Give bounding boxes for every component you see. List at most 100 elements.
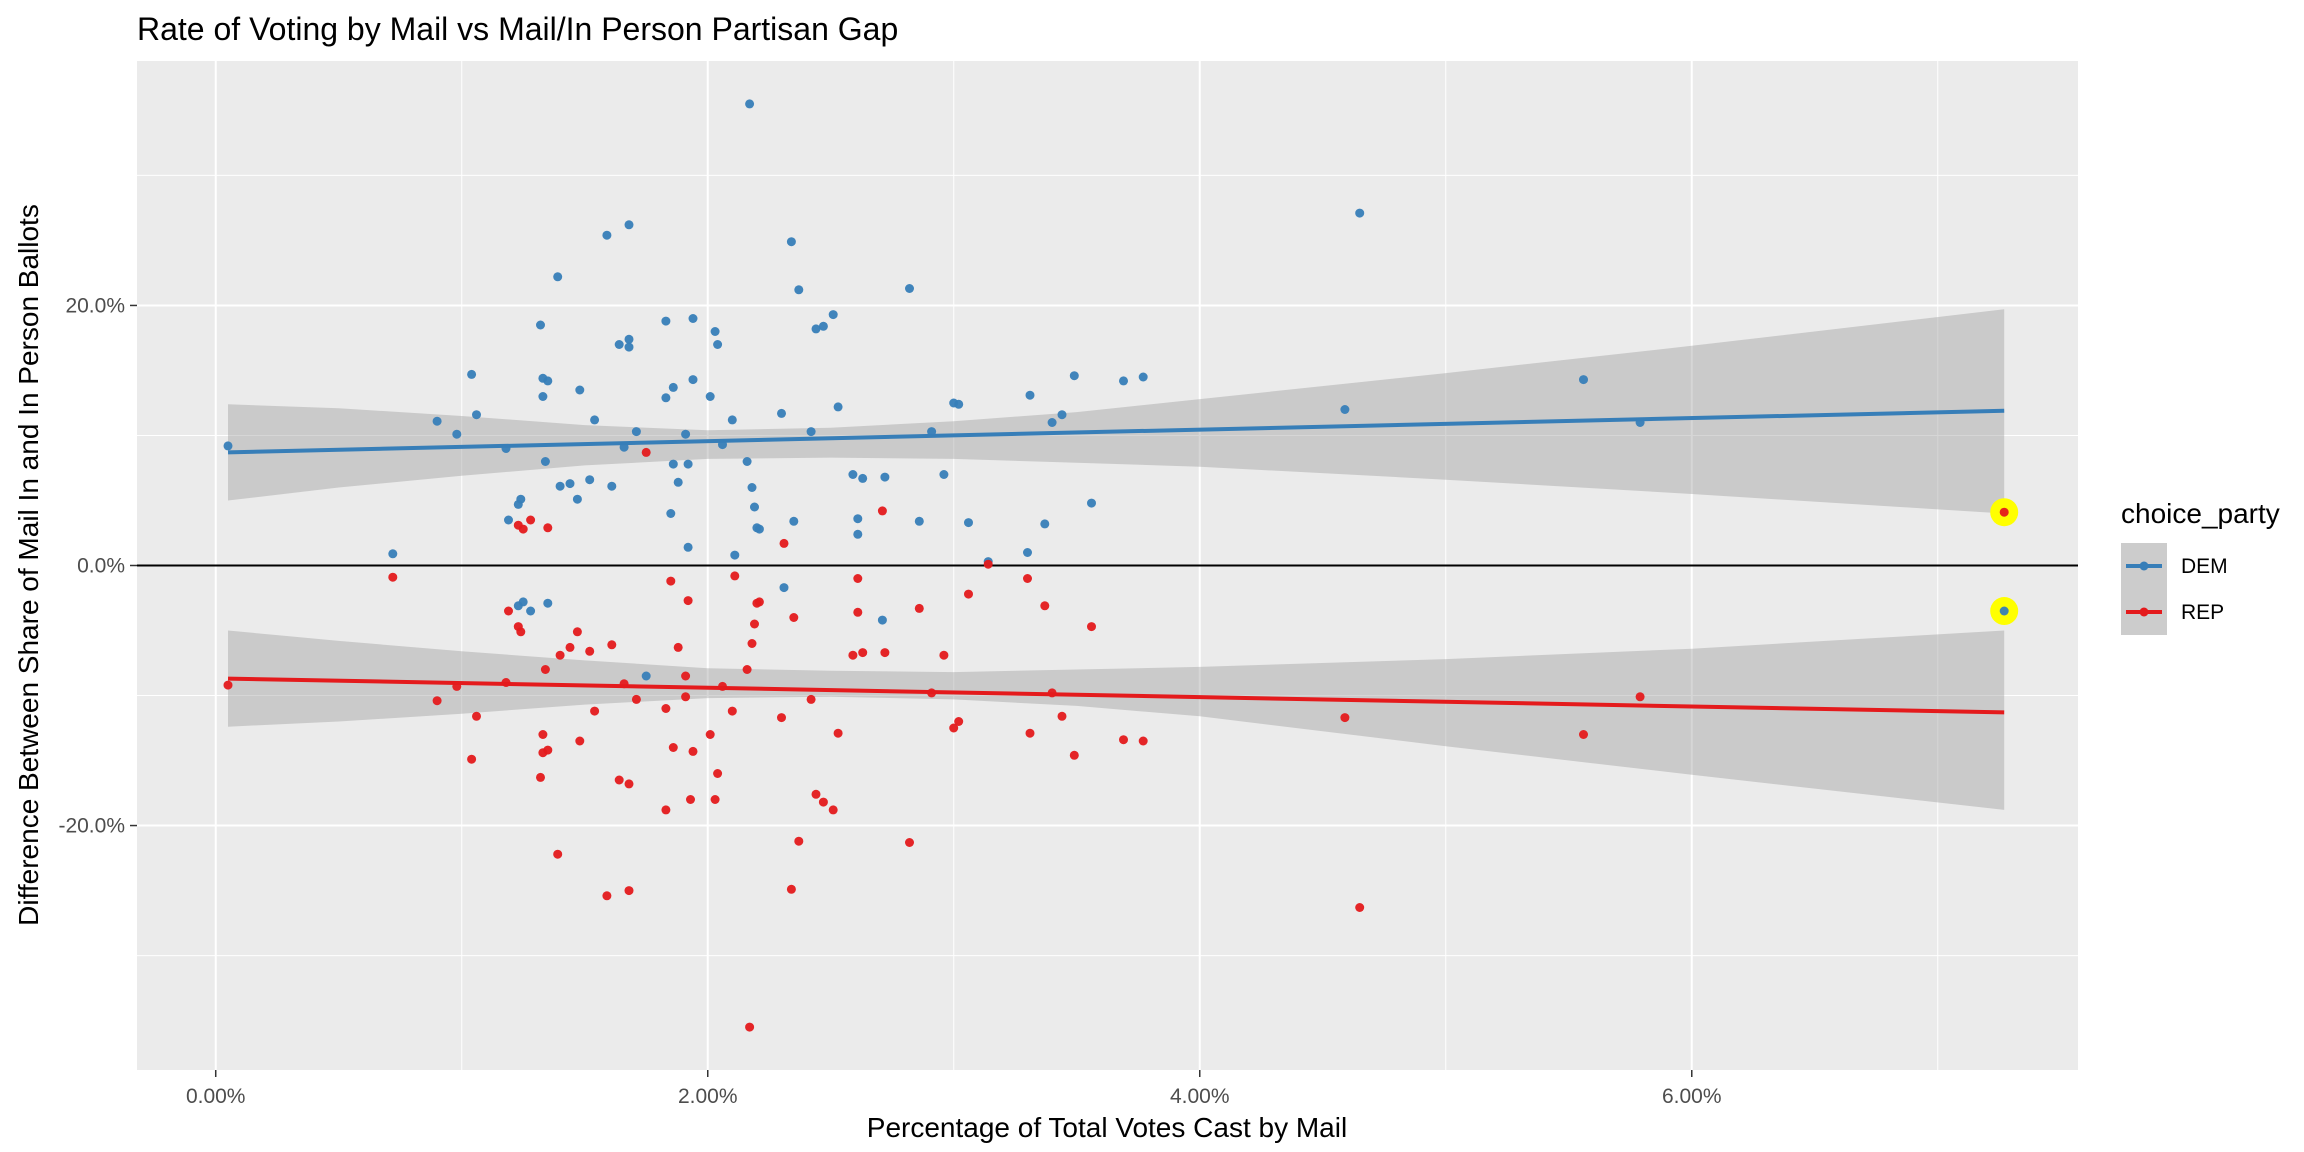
data-point-dem bbox=[673, 477, 683, 487]
data-point-rep bbox=[688, 746, 698, 756]
data-point-rep bbox=[683, 596, 693, 606]
data-point-dem bbox=[750, 502, 759, 512]
data-point-rep bbox=[877, 506, 887, 516]
data-point-rep bbox=[388, 572, 398, 582]
data-point-rep bbox=[745, 1022, 755, 1032]
legend-label-dem: DEM bbox=[2181, 555, 2228, 578]
data-point-rep bbox=[754, 597, 764, 607]
data-point-dem bbox=[954, 399, 964, 409]
data-point-dem bbox=[624, 342, 634, 352]
y-tick-label: 0.0% bbox=[77, 555, 125, 578]
data-point-dem bbox=[786, 237, 796, 247]
confidence-band-dem bbox=[228, 309, 2005, 514]
data-point-rep bbox=[504, 606, 513, 616]
data-point-dem bbox=[683, 542, 693, 552]
data-point-rep bbox=[223, 680, 233, 690]
data-point-dem bbox=[730, 550, 740, 560]
data-point-rep bbox=[786, 884, 796, 894]
data-point-rep bbox=[538, 730, 548, 739]
data-point-dem bbox=[880, 472, 890, 482]
data-point-rep bbox=[1069, 750, 1079, 760]
data-point-rep bbox=[905, 838, 914, 847]
data-point-rep bbox=[1999, 507, 2009, 517]
data-point-dem bbox=[565, 479, 575, 489]
data-point-rep bbox=[518, 524, 528, 534]
data-point-dem bbox=[754, 524, 764, 534]
data-point-dem bbox=[452, 429, 462, 439]
data-point-rep bbox=[686, 795, 695, 804]
data-point-rep bbox=[779, 538, 789, 548]
confidence-bands bbox=[228, 309, 2005, 810]
data-point-dem bbox=[818, 321, 828, 331]
data-point-rep bbox=[661, 805, 671, 815]
y-axis-title: Difference Between Share of Mail In and … bbox=[13, 204, 44, 926]
data-point-rep bbox=[949, 723, 959, 733]
data-point-rep bbox=[789, 613, 799, 622]
data-point-dem bbox=[526, 606, 536, 616]
data-point-dem bbox=[777, 408, 786, 418]
data-point-rep bbox=[927, 688, 937, 698]
data-point-dem bbox=[661, 316, 671, 326]
data-point-rep bbox=[858, 648, 868, 658]
data-point-dem bbox=[553, 272, 563, 282]
data-point-rep bbox=[983, 559, 993, 569]
data-point-dem bbox=[939, 470, 949, 479]
data-point-rep bbox=[681, 692, 691, 702]
data-point-rep bbox=[624, 779, 634, 789]
data-point-rep bbox=[742, 665, 752, 674]
data-point-dem bbox=[806, 427, 816, 437]
data-point-dem bbox=[1025, 390, 1035, 400]
data-point-rep bbox=[555, 650, 565, 660]
data-point-rep bbox=[543, 523, 553, 533]
data-point-rep bbox=[1355, 903, 1365, 912]
data-point-dem bbox=[572, 494, 582, 504]
data-point-dem bbox=[914, 516, 924, 526]
data-point-dem bbox=[718, 440, 727, 450]
data-point-rep bbox=[848, 650, 858, 660]
data-point-dem bbox=[590, 415, 600, 425]
data-point-dem bbox=[1023, 548, 1032, 557]
data-point-dem bbox=[668, 382, 678, 392]
data-point-dem bbox=[624, 334, 634, 344]
data-point-dem bbox=[585, 475, 595, 485]
data-point-rep bbox=[1057, 711, 1067, 721]
data-point-dem bbox=[1579, 375, 1588, 385]
legend-keys: DEM REP bbox=[2121, 543, 2228, 635]
data-point-dem bbox=[779, 583, 789, 593]
y-tick-label: -20.0% bbox=[58, 815, 125, 838]
fit-line-dem bbox=[227, 408, 2005, 455]
legend-key-point-dem bbox=[2139, 561, 2149, 571]
data-point-rep bbox=[1087, 622, 1096, 632]
data-point-dem bbox=[747, 483, 757, 492]
legend-key-point-rep bbox=[2139, 607, 2149, 617]
data-point-dem bbox=[536, 320, 545, 330]
legend-label-rep: REP bbox=[2181, 601, 2224, 624]
data-point-dem bbox=[1087, 498, 1096, 508]
data-point-dem bbox=[848, 470, 858, 479]
data-point-dem bbox=[705, 392, 715, 401]
data-point-rep bbox=[705, 730, 715, 739]
data-point-rep bbox=[1579, 730, 1588, 739]
y-axis-ticks: -20.0% 0.0% 20.0% bbox=[58, 294, 137, 838]
data-point-rep bbox=[619, 679, 629, 689]
data-point-rep bbox=[806, 694, 816, 704]
data-point-dem bbox=[575, 385, 585, 395]
data-point-rep bbox=[1635, 692, 1645, 702]
data-point-dem bbox=[543, 598, 553, 608]
data-point-rep bbox=[641, 447, 651, 457]
data-point-rep bbox=[777, 713, 786, 723]
data-point-rep bbox=[1340, 713, 1350, 723]
data-point-dem bbox=[964, 518, 973, 528]
data-point-rep bbox=[1138, 736, 1148, 746]
data-point-dem bbox=[432, 416, 442, 426]
data-point-rep bbox=[811, 789, 821, 799]
data-point-rep bbox=[954, 717, 964, 726]
data-point-dem bbox=[631, 427, 641, 437]
data-point-rep bbox=[818, 797, 828, 807]
data-point-rep bbox=[750, 619, 759, 629]
data-point-dem bbox=[518, 597, 528, 607]
data-point-rep bbox=[1119, 735, 1128, 745]
data-point-rep bbox=[673, 642, 683, 652]
x-axis-ticks: 0.00% 2.00% 4.00% 6.00% bbox=[186, 1070, 1722, 1108]
data-point-rep bbox=[572, 627, 582, 637]
